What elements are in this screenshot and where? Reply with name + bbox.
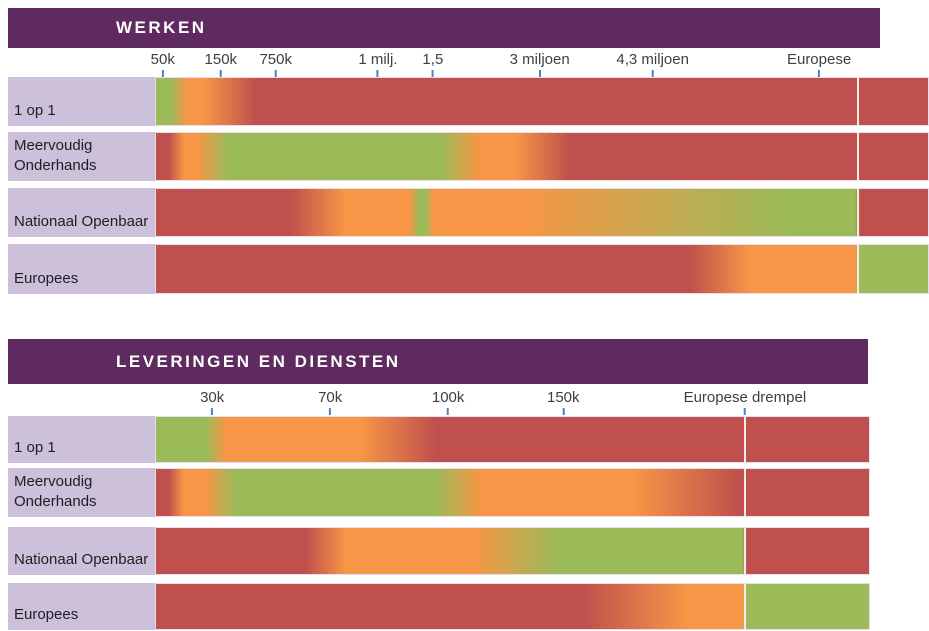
axis-tick-mark	[562, 408, 565, 415]
european-threshold-line	[856, 188, 859, 237]
row-label: Meervoudig Onderhands	[8, 468, 155, 517]
procedure-row: Nationaal Openbaar	[8, 188, 929, 237]
row-label: 1 op 1	[8, 416, 155, 463]
european-threshold-line	[743, 527, 746, 575]
procedure-row: Meervoudig Onderhands	[8, 468, 870, 517]
procedure-row: 1 op 1	[8, 77, 929, 126]
axis-tick-label: 4,3 miljoen	[616, 51, 689, 68]
axis-tick-mark	[211, 408, 214, 415]
chart-werken-header: WERKEN	[8, 8, 880, 48]
axis-tick-mark	[376, 70, 379, 77]
axis-tick: 100k	[431, 389, 465, 415]
chart-leveringen-title: LEVERINGEN EN DIENSTEN	[116, 351, 401, 371]
axis-tick: 750k	[259, 51, 292, 77]
gradient-bar	[155, 77, 929, 126]
gradient-bar	[155, 244, 929, 294]
chart-leveringen-header: LEVERINGEN EN DIENSTEN	[8, 339, 868, 384]
row-label: Nationaal Openbaar	[8, 188, 155, 237]
gradient-bar	[155, 132, 929, 181]
axis-tick-label: 150k	[546, 389, 580, 406]
procedure-row: Europees	[8, 244, 929, 294]
european-threshold-line	[743, 416, 746, 463]
axis-tick: Europese drempel	[683, 389, 807, 415]
row-label: 1 op 1	[8, 77, 155, 126]
axis-tick: 3 miljoen	[510, 51, 570, 77]
axis-tick-mark	[651, 70, 654, 77]
axis-tick-label: 50k	[150, 51, 175, 68]
european-threshold-line	[856, 244, 859, 294]
chart-leveringen-value-axis: 30k 70k 100k 150k Europese drempel	[155, 384, 870, 415]
axis-tick-mark	[447, 408, 450, 415]
procedure-row: Europees	[8, 583, 870, 630]
gradient-bar	[155, 188, 929, 237]
axis-tick-mark	[161, 70, 164, 77]
axis-tick: 30k	[200, 389, 224, 415]
axis-tick-label: 100k	[431, 389, 465, 406]
axis-tick-label: Europese drempel	[683, 389, 807, 406]
procedure-row: Nationaal Openbaar	[8, 527, 870, 575]
axis-tick-label: 750k	[259, 51, 292, 68]
gradient-bar	[155, 527, 870, 575]
axis-tick-label: 1 milj.	[358, 51, 398, 68]
axis-tick: 50k	[151, 51, 175, 77]
european-threshold-line	[856, 77, 859, 126]
procedure-row: 1 op 1	[8, 416, 870, 463]
gradient-bar	[155, 583, 870, 630]
axis-tick-mark	[329, 408, 332, 415]
axis-tick: Europese	[787, 51, 851, 77]
row-label: Europees	[8, 244, 155, 294]
axis-tick-label: 1,5	[422, 51, 444, 68]
chart-werken-title: WERKEN	[116, 18, 207, 37]
axis-tick-mark	[431, 70, 434, 77]
european-threshold-line	[856, 132, 859, 181]
chart-werken-value-axis: 50k 150k 750k 1 milj. 1,5 3 miljoen 4,3 miljoe…	[151, 48, 929, 77]
axis-tick-mark	[219, 70, 222, 77]
procedure-row: Meervoudig Onderhands	[8, 132, 929, 181]
axis-tick-label: 30k	[200, 389, 225, 406]
axis-tick-label: Europese	[786, 51, 852, 68]
european-threshold-line	[743, 583, 746, 630]
gradient-bar	[155, 468, 870, 517]
axis-tick: 150k	[547, 389, 580, 415]
axis-tick-label: 150k	[204, 51, 238, 68]
axis-tick-mark	[274, 70, 277, 77]
axis-tick: 1 milj.	[358, 51, 397, 77]
row-label: Europees	[8, 583, 155, 630]
row-label: Nationaal Openbaar	[8, 527, 155, 575]
european-threshold-line	[743, 468, 746, 517]
gradient-bar	[155, 416, 870, 463]
axis-tick: 1,5	[422, 51, 443, 77]
axis-tick: 150k	[204, 51, 238, 77]
axis-tick-label: 70k	[318, 389, 343, 406]
row-label: Meervoudig Onderhands	[8, 132, 155, 181]
axis-tick: 4,3 miljoen	[616, 51, 689, 77]
axis-tick-mark	[818, 70, 821, 77]
axis-tick-mark	[538, 70, 541, 77]
axis-tick-mark	[743, 408, 746, 415]
axis-tick-label: 3 miljoen	[509, 51, 570, 68]
axis-tick: 70k	[318, 389, 342, 415]
